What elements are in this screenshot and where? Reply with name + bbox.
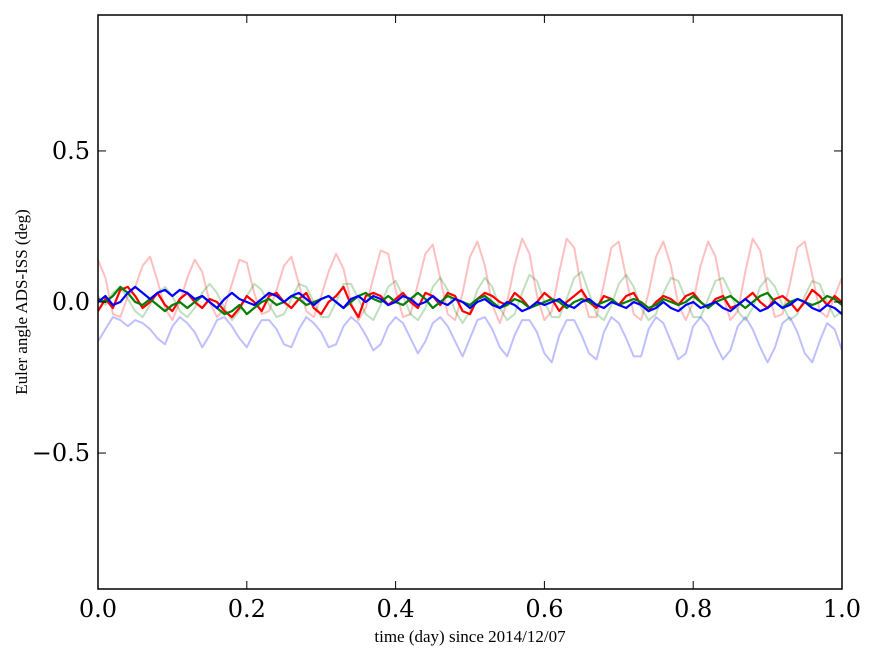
- y-tick-label: 0.0: [52, 288, 90, 316]
- y-tick-label: −0.5: [32, 439, 90, 467]
- plot-lines: [98, 237, 842, 364]
- axis-ticks: 0.0 0.2 0.4 0.6 0.8 1.0 −0.5 0.0 0.5: [32, 15, 861, 623]
- series-line-6: [98, 285, 842, 315]
- x-tick-label: 0.0: [79, 595, 117, 623]
- x-tick-label: 0.4: [377, 595, 415, 623]
- y-axis-label: Euler angle ADS-ISS (deg): [12, 209, 31, 395]
- series-line-3: [98, 316, 842, 364]
- x-tick-label: 0.2: [228, 595, 266, 623]
- x-tick-label: 0.6: [525, 595, 563, 623]
- y-tick-label: 0.5: [52, 137, 90, 165]
- series-line-5: [98, 285, 842, 316]
- x-tick-label: 1.0: [823, 595, 861, 623]
- series-line-4: [98, 285, 842, 319]
- series-line-2: [98, 270, 842, 325]
- x-tick-label: 0.8: [674, 595, 712, 623]
- x-axis-label: time (day) since 2014/12/07: [374, 627, 566, 646]
